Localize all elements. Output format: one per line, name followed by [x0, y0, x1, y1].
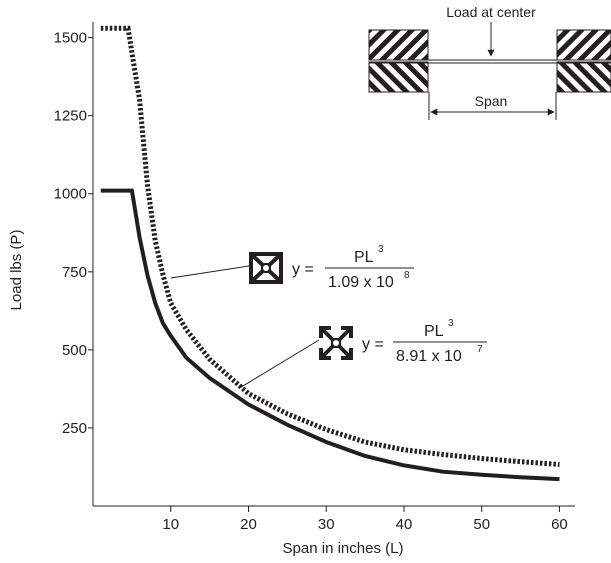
- equation-a-denominator-sup: 8: [404, 270, 410, 281]
- equation-b-denominator: 8.91 x 10: [396, 348, 462, 365]
- load-span-diagram: Load at center Span: [368, 4, 611, 120]
- load-at-center-label: Load at center: [446, 4, 536, 20]
- equation-b-numerator: PL: [424, 323, 444, 340]
- x-tick-label: 30: [318, 516, 335, 533]
- leader-line-a: [170, 265, 250, 279]
- y-tick-label: 1000: [54, 186, 87, 203]
- x-axis-title: Span in inches (L): [283, 540, 404, 557]
- series-solid-line: [100, 188, 560, 482]
- right-support-lower: [556, 61, 611, 93]
- equation-b-denominator-sup: 7: [477, 344, 483, 355]
- y-tick-label: 1500: [54, 30, 87, 47]
- y-tick-label: 250: [62, 420, 87, 437]
- y-axis-title: Load lbs (P): [8, 230, 25, 311]
- span-label: Span: [475, 93, 508, 109]
- left-support-upper: [368, 29, 429, 61]
- profile-a-icon: [249, 252, 283, 284]
- left-support-lower: [368, 61, 429, 93]
- y-tick-label: 1250: [54, 108, 87, 125]
- y-tick-label: 750: [62, 264, 87, 281]
- y-ticks: 250 500 750 1000 1250 1500: [54, 30, 93, 437]
- x-tick-label: 50: [473, 516, 490, 533]
- profile-b-icon: [319, 326, 353, 360]
- equation-a-numerator-sup: 3: [378, 244, 384, 255]
- x-tick-label: 20: [240, 516, 257, 533]
- leader-line-b: [240, 339, 320, 388]
- y-tick-label: 500: [62, 342, 87, 359]
- x-tick-label: 10: [162, 516, 179, 533]
- x-ticks: 10 20 30 40 50 60: [162, 506, 568, 533]
- equation-a-lhs: y =: [292, 261, 314, 278]
- equation-b-lhs: y =: [362, 336, 384, 353]
- equation-b-numerator-sup: 3: [448, 318, 454, 329]
- equation-a-denominator: 1.09 x 10: [328, 274, 394, 291]
- x-tick-label: 60: [551, 516, 568, 533]
- equation-annotation-b: y = PL 3 8.91 x 10 7: [240, 318, 487, 388]
- equation-a-numerator: PL: [354, 249, 374, 266]
- right-support-upper: [556, 29, 611, 61]
- x-tick-label: 40: [396, 516, 413, 533]
- equation-annotation-a: y = PL 3 1.09 x 10 8: [170, 244, 414, 291]
